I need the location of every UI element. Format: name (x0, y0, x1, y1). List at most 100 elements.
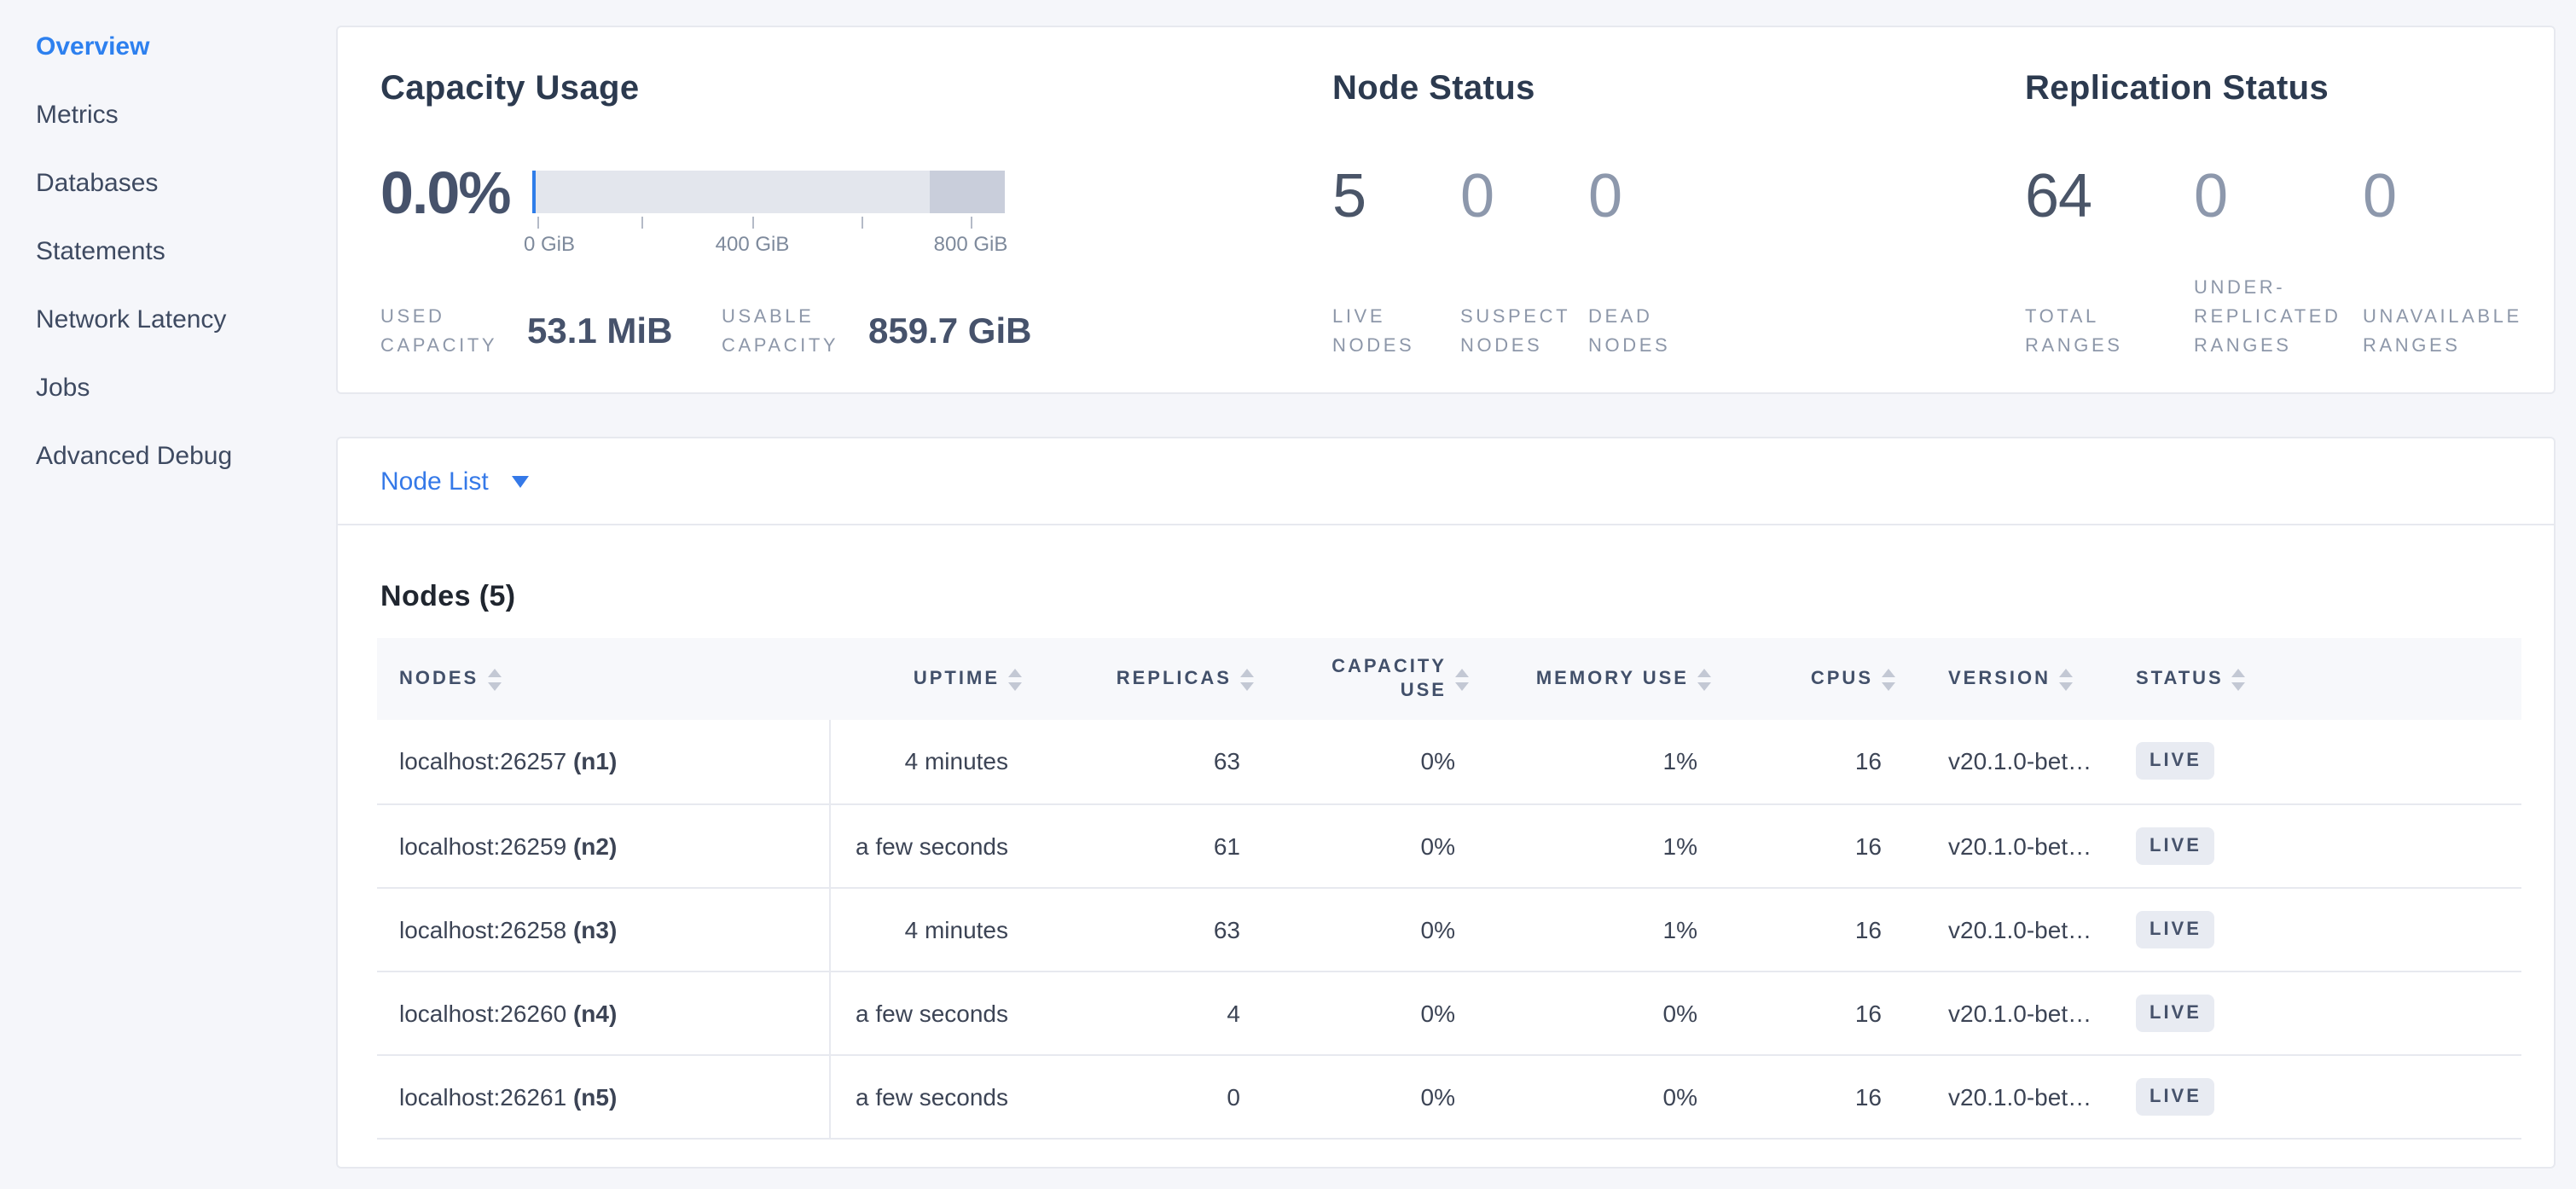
node-name-cell[interactable]: localhost:26258 (n3) (377, 887, 830, 971)
replicas-cell: 4 (1227, 999, 1240, 1026)
under-replicated-ranges-value: 0 (2194, 160, 2228, 230)
table-header-row: NODES UPTIME REPLICAS CAPACITY USE MEMOR… (377, 638, 2521, 720)
sidebar-item-advanced-debug[interactable]: Advanced Debug (36, 442, 233, 471)
node-list-dropdown[interactable]: Node List (338, 438, 2554, 525)
unavailable-ranges-label: UNAVAILABLE RANGES (2363, 307, 2522, 357)
cpus-cell: 16 (1854, 999, 1882, 1026)
unavailable-ranges-metric: 0 UNAVAILABLE RANGES (2363, 160, 2522, 362)
capacity-bar-reserved-segment (929, 171, 1005, 213)
dead-nodes-value: 0 (1588, 160, 1622, 230)
column-header-memory-use[interactable]: MEMORY USE (1476, 638, 1718, 720)
capacity-axis-tick (862, 217, 863, 229)
capacity-axis (532, 213, 1005, 229)
version-cell: v20.1.0-bet… (1948, 832, 2092, 859)
node-status-metrics: 5 LIVE NODES 0 SUSPECT NODES 0 DEAD NODE… (1332, 164, 2025, 362)
chevron-down-icon (512, 475, 530, 487)
sidebar-item-network-latency[interactable]: Network Latency (36, 305, 227, 334)
unavailable-ranges-value: 0 (2363, 160, 2397, 230)
status-cell: LIVE (2109, 971, 2521, 1054)
total-ranges-value: 64 (2025, 160, 2092, 230)
capacity-use-cell: 0% (1420, 999, 1455, 1026)
capacity-gauge: 0.0% (380, 160, 1332, 259)
memory-use-cell: 0% (1662, 1082, 1697, 1110)
capacity-usage-title: Capacity Usage (380, 70, 640, 107)
capacity-use-cell: 0% (1420, 747, 1455, 775)
replication-status-section: Replication Status 64 TOTAL RANGES 0 UND… (2025, 65, 2522, 362)
version-cell: v20.1.0-bet… (1948, 1082, 2092, 1110)
used-capacity-value: 53.1 MiB (527, 312, 673, 351)
usable-capacity-label: USABLE CAPACITY (722, 307, 839, 357)
column-header-uptime[interactable]: UPTIME (829, 638, 1029, 720)
capacity-bar-used-segment (532, 171, 536, 213)
status-cell: LIVE (2109, 720, 2521, 803)
node-list-card: Node List Nodes (5) NODES UPTIME REPLICA… (336, 437, 2556, 1169)
capacity-bar-chart: 0 GiB 400 GiB 800 GiB (524, 164, 1008, 259)
table-row: localhost:26259 (n2) a few seconds 61 0%… (377, 803, 2521, 887)
memory-use-cell: 1% (1662, 747, 1697, 775)
cpus-cell: 16 (1854, 832, 1882, 859)
nodes-table-title: Nodes (5) (380, 580, 516, 612)
axis-label-800gib: 800 GiB (933, 232, 1008, 256)
node-name-cell[interactable]: localhost:26261 (n5) (377, 1054, 830, 1138)
cpus-cell: 16 (1854, 1082, 1882, 1110)
used-capacity-label: USED CAPACITY (380, 307, 498, 357)
suspect-nodes-metric: 0 SUSPECT NODES (1460, 164, 1588, 362)
replication-metrics: 64 TOTAL RANGES 0 UNDER-REPLICATED RANGE… (2025, 160, 2522, 362)
capacity-axis-labels: 0 GiB 400 GiB 800 GiB (524, 232, 1008, 259)
table-row: localhost:26261 (n5) a few seconds 0 0% … (377, 1054, 2521, 1138)
sidebar-item-overview[interactable]: Overview (36, 32, 150, 61)
axis-label-400gib: 400 GiB (715, 232, 790, 256)
capacity-use-cell: 0% (1420, 1082, 1455, 1110)
version-cell: v20.1.0-bet… (1948, 915, 2092, 942)
replicas-cell: 63 (1213, 915, 1240, 942)
capacity-axis-tick (752, 217, 754, 229)
column-header-replicas[interactable]: REPLICAS (1029, 638, 1261, 720)
capacity-axis-tick (537, 217, 539, 229)
total-ranges-metric: 64 TOTAL RANGES (2025, 164, 2194, 362)
sidebar-item-databases[interactable]: Databases (36, 169, 159, 198)
suspect-nodes-value: 0 (1460, 160, 1494, 230)
usable-capacity-value: 859.7 GiB (868, 312, 1032, 351)
memory-use-cell: 1% (1662, 832, 1697, 859)
version-cell: v20.1.0-bet… (1948, 999, 2092, 1026)
node-name-cell[interactable]: localhost:26257 (n1) (377, 720, 830, 803)
column-header-cpus[interactable]: CPUS (1718, 638, 1902, 720)
capacity-bar (532, 171, 1005, 213)
sort-icon (1882, 668, 1895, 690)
uptime-cell: a few seconds (856, 832, 1008, 859)
node-name-cell[interactable]: localhost:26259 (n2) (377, 803, 830, 887)
sort-icon (1240, 668, 1254, 690)
live-nodes-label: LIVE NODES (1332, 307, 1415, 357)
capacity-details: USED CAPACITY 53.1 MiB USABLE CAPACITY 8… (380, 304, 1332, 362)
uptime-cell: 4 minutes (904, 915, 1008, 942)
memory-use-cell: 1% (1662, 915, 1697, 942)
column-header-nodes[interactable]: NODES (377, 638, 829, 720)
column-header-capacity-use[interactable]: CAPACITY USE (1261, 638, 1476, 720)
capacity-axis-tick (971, 217, 972, 229)
column-header-version[interactable]: VERSION (1902, 638, 2109, 720)
capacity-percent-value: 0.0% (380, 160, 512, 227)
status-badge: LIVE (2136, 1077, 2215, 1115)
node-status-section: Node Status 5 LIVE NODES 0 SUSPECT NODES… (1332, 65, 2025, 362)
table-row: localhost:26257 (n1) 4 minutes 63 0% 1% … (377, 720, 2521, 803)
nodes-table: NODES UPTIME REPLICAS CAPACITY USE MEMOR… (377, 638, 2521, 1139)
replicas-cell: 0 (1227, 1082, 1240, 1110)
status-cell: LIVE (2109, 1054, 2521, 1138)
sidebar-item-statements[interactable]: Statements (36, 237, 165, 266)
uptime-cell: a few seconds (856, 999, 1008, 1026)
status-badge: LIVE (2136, 826, 2215, 864)
column-header-status[interactable]: STATUS (2109, 638, 2521, 720)
live-nodes-value: 5 (1332, 160, 1366, 230)
table-row: localhost:26258 (n3) 4 minutes 63 0% 1% … (377, 887, 2521, 971)
sidebar-item-jobs[interactable]: Jobs (36, 374, 90, 403)
status-badge: LIVE (2136, 742, 2215, 780)
total-ranges-label: TOTAL RANGES (2025, 307, 2123, 357)
node-name-cell[interactable]: localhost:26260 (n4) (377, 971, 830, 1054)
capacity-axis-tick (641, 217, 643, 229)
node-list-dropdown-label: Node List (380, 467, 489, 496)
status-cell: LIVE (2109, 803, 2521, 887)
sidebar-item-metrics[interactable]: Metrics (36, 101, 119, 130)
cpus-cell: 16 (1854, 915, 1882, 942)
main-content: Capacity Usage 0.0% (336, 0, 2576, 1189)
